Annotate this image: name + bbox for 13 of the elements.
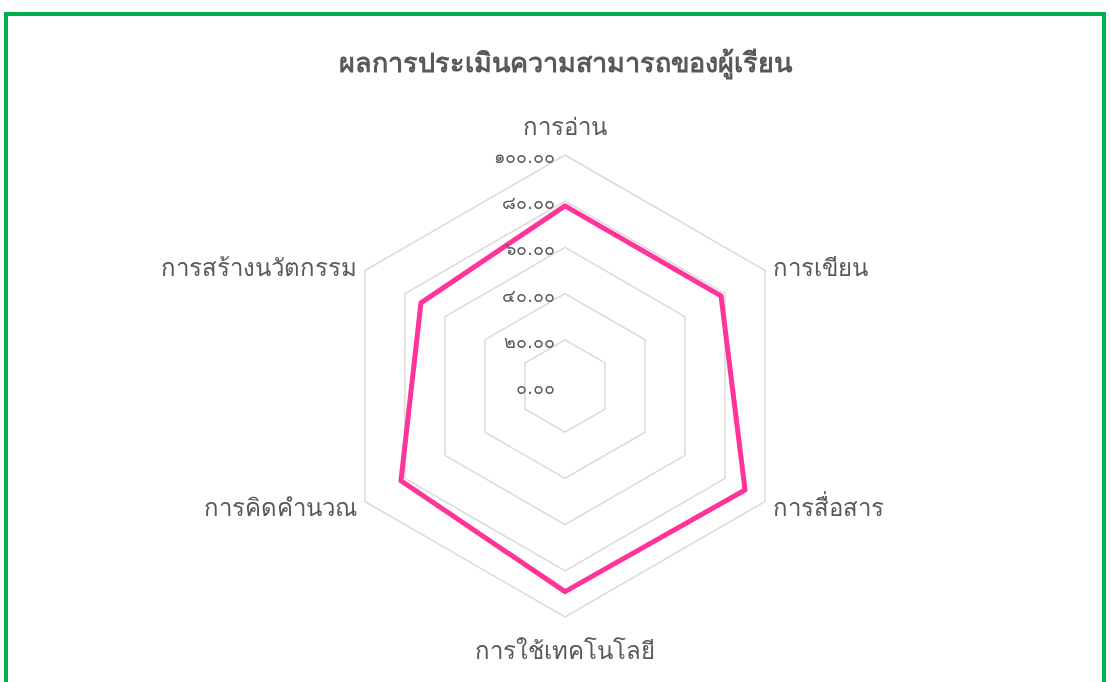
y-tick-label: ๖๐.๐๐ — [505, 238, 555, 260]
chart-title: ผลการประเมินความสามารถของผู้เรียน — [338, 47, 793, 80]
y-tick-label: ๑๐๐.๐๐ — [494, 146, 555, 167]
spoke-label: การสื่อสาร — [773, 491, 885, 523]
spoke-label: การสร้างนวัตกรรม — [160, 253, 357, 282]
y-tick-label: ๘๐.๐๐ — [502, 192, 555, 214]
y-tick-label: ๐.๐๐ — [516, 377, 555, 398]
spoke-label: การคิดคำนวณ — [203, 494, 357, 523]
spoke-label: การใช้เทคโนโลยี — [475, 636, 655, 665]
y-tick-label: ๒๐.๐๐ — [504, 330, 555, 352]
y-tick-label: ๔๐.๐๐ — [502, 284, 555, 306]
spoke-label: การอ่าน — [523, 113, 607, 142]
spoke-label: การเขียน — [773, 253, 869, 282]
